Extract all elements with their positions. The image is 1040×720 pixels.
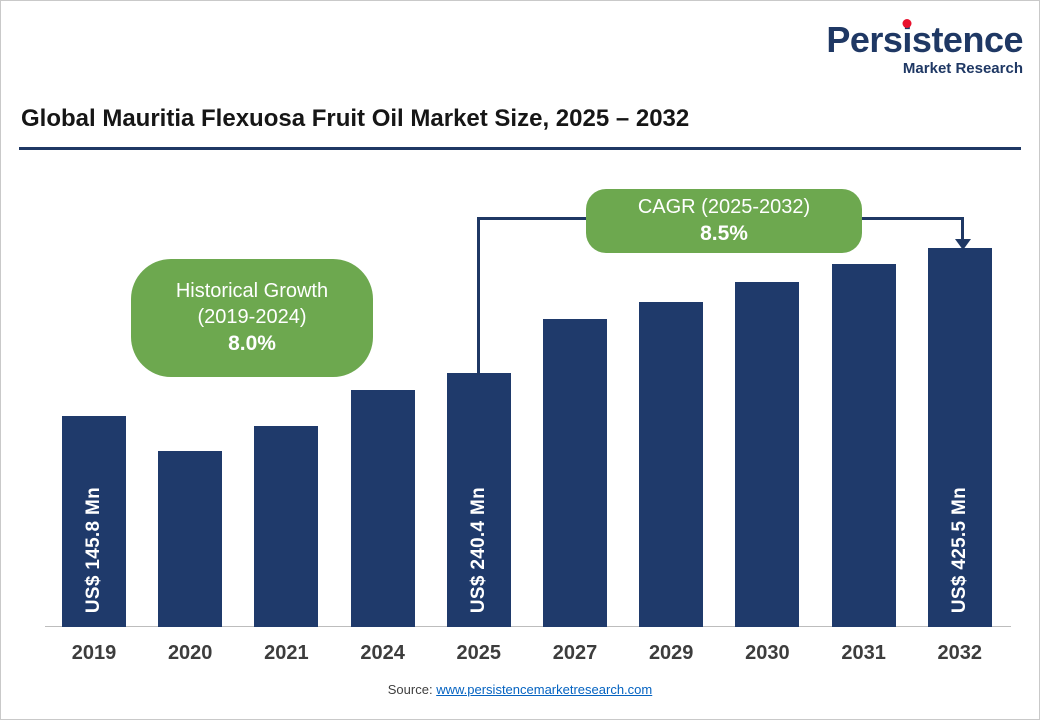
- page-title: Global Mauritia Flexuosa Fruit Oil Marke…: [21, 105, 690, 132]
- historical-growth-line1: Historical Growth: [175, 280, 329, 303]
- bar-2021: [254, 426, 319, 627]
- x-axis-label-2024: 2024: [360, 642, 405, 664]
- cagr-line1: CAGR (2025-2032): [637, 196, 811, 219]
- bar-2025: US$ 240.4 Mn: [446, 373, 511, 627]
- x-axis-label-2020: 2020: [167, 642, 213, 664]
- bar-2029: [639, 302, 704, 627]
- cagr-callout: CAGR (2025-2032) 8.5%: [586, 189, 862, 253]
- logo-part1: Pers: [826, 19, 903, 60]
- x-axis-line: [45, 626, 1011, 627]
- x-axis-label-2027: 2027: [552, 642, 598, 664]
- title-underline: [19, 147, 1021, 150]
- logo-part2: stence: [911, 19, 1024, 60]
- source-line: Source: www.persistencemarketresearch.co…: [1, 682, 1039, 697]
- historical-growth-value: 8.0%: [228, 332, 276, 356]
- historical-growth-callout: Historical Growth (2019-2024) 8.0%: [131, 259, 373, 377]
- bar-2031: [831, 264, 896, 627]
- pmr-logo: Persistence Market Research: [826, 21, 1023, 77]
- cagr-value: 8.5%: [700, 222, 748, 246]
- x-axis-label-2021: 2021: [264, 642, 309, 664]
- bar-2020: [158, 451, 223, 627]
- bar-value-label-2032: US$ 425.5 Mn: [948, 486, 970, 613]
- bar-2032: US$ 425.5 Mn: [927, 248, 992, 627]
- source-prefix: Source:: [387, 682, 433, 697]
- cagr-bracket-left-line: [477, 219, 480, 375]
- bar-2027: [543, 319, 607, 627]
- bar-value-label-2019: US$ 145.8 Mn: [83, 486, 104, 613]
- bar-2030: [735, 282, 800, 627]
- cagr-bracket-right-line: [961, 217, 964, 241]
- bar-2024: [350, 390, 415, 627]
- historical-growth-line2: (2019-2024): [197, 306, 307, 329]
- x-axis-label-2030: 2030: [745, 642, 790, 664]
- logo-dotted-i: i: [902, 19, 912, 60]
- source-link[interactable]: www.persistencemarketresearch.com: [436, 682, 653, 697]
- x-axis-label-2032: 2032: [937, 642, 983, 664]
- x-axis-label-2031: 2031: [841, 642, 886, 664]
- logo-subtitle: Market Research: [902, 59, 1023, 77]
- x-axis-label-2029: 2029: [648, 642, 694, 664]
- cagr-arrow-down-icon: [955, 239, 971, 250]
- x-axis-label-2019: 2019: [71, 642, 117, 664]
- bar-2019: US$ 145.8 Mn: [62, 416, 126, 627]
- bar-value-label-2025: US$ 240.4 Mn: [467, 486, 489, 613]
- logo-wordmark: Persistence: [826, 21, 1023, 59]
- x-axis-label-2025: 2025: [456, 642, 502, 664]
